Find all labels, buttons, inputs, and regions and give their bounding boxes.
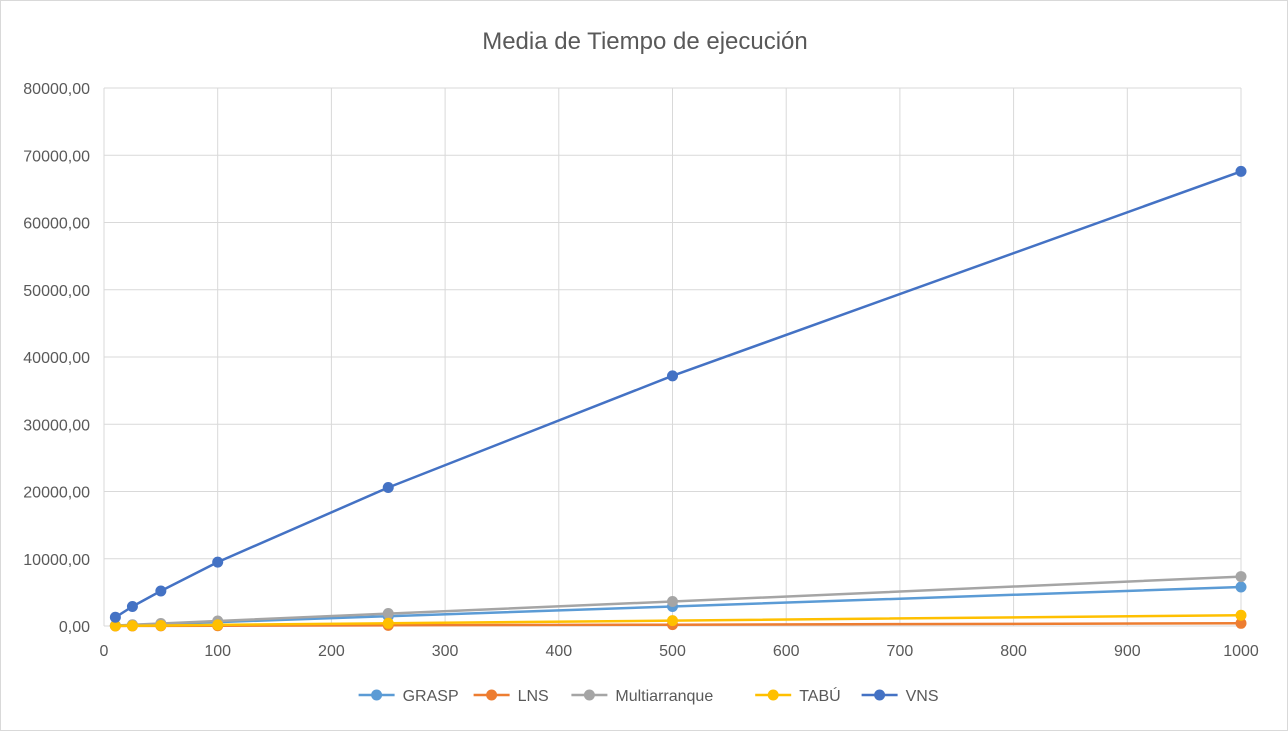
data-point-tab- [382, 617, 394, 629]
series-line-vns [114, 170, 1243, 619]
legend-swatch-marker [767, 689, 779, 701]
legend-item-vns: VNS [861, 688, 939, 705]
x-tick-label: 300 [432, 643, 459, 660]
data-point-multiarranque [382, 608, 394, 620]
y-tick-label: 80000,00 [23, 81, 90, 98]
legend-label: LNS [518, 688, 549, 705]
series-layer [109, 165, 1247, 632]
chart-title: Media de Tiempo de ejecución [482, 28, 808, 55]
y-tick-label: 20000,00 [23, 485, 90, 502]
x-tick-label: 200 [318, 643, 345, 660]
legend-swatch-marker [583, 689, 595, 701]
y-tick-label: 30000,00 [23, 417, 90, 434]
axis-tick-labels: 0,0010000,0020000,0030000,0040000,005000… [23, 81, 1259, 660]
x-tick-label: 600 [773, 643, 800, 660]
data-point-vns [212, 556, 224, 568]
data-point-tab- [109, 620, 121, 632]
y-tick-label: 70000,00 [23, 148, 90, 165]
data-point-vns [382, 481, 394, 493]
legend-swatch-marker [874, 689, 886, 701]
legend-item-tab-: TABÚ [755, 686, 841, 705]
x-tick-label: 700 [887, 643, 914, 660]
data-point-vns [126, 600, 138, 612]
data-point-vns [1235, 165, 1247, 177]
legend-item-lns: LNS [473, 688, 549, 705]
grid-lines [103, 87, 1242, 627]
data-point-grasp [1235, 581, 1247, 593]
x-tick-label: 800 [1000, 643, 1027, 660]
data-point-tab- [667, 615, 678, 627]
series-vns [109, 165, 1247, 623]
y-tick-label: 0,00 [59, 619, 90, 636]
legend-swatch-marker [486, 689, 498, 701]
data-point-vns [155, 585, 167, 597]
legend-item-grasp: GRASP [358, 688, 459, 705]
data-point-multiarranque [667, 595, 678, 607]
x-tick-label: 100 [204, 643, 231, 660]
legend-label: TABÚ [799, 686, 840, 705]
legend-label: Multiarranque [615, 688, 713, 705]
data-point-tab- [1235, 609, 1247, 621]
series-line-multiarranque [114, 575, 1243, 627]
data-point-tab- [212, 619, 224, 631]
legend-swatch-marker [371, 689, 383, 701]
x-tick-label: 400 [545, 643, 572, 660]
legend: GRASP LNS Multiarranque TABÚ VNS [358, 686, 939, 705]
y-tick-label: 50000,00 [23, 283, 90, 300]
legend-label: VNS [906, 688, 939, 705]
x-tick-label: 900 [1114, 643, 1141, 660]
series-tab- [109, 609, 1247, 632]
legend-item-multiarranque: Multiarranque [571, 688, 713, 705]
x-tick-label: 0 [100, 643, 109, 660]
x-tick-label: 500 [659, 643, 686, 660]
x-tick-label: 1000 [1223, 643, 1259, 660]
data-point-vns [109, 611, 121, 623]
data-point-vns [667, 370, 678, 382]
y-tick-label: 40000,00 [23, 350, 90, 367]
y-tick-label: 10000,00 [23, 552, 90, 569]
y-tick-label: 60000,00 [23, 216, 90, 233]
data-point-multiarranque [1235, 571, 1247, 583]
data-point-lns [1235, 617, 1247, 629]
data-point-tab- [126, 620, 138, 632]
legend-label: GRASP [403, 688, 459, 705]
data-point-tab- [155, 619, 167, 631]
series-multiarranque [109, 571, 1247, 631]
